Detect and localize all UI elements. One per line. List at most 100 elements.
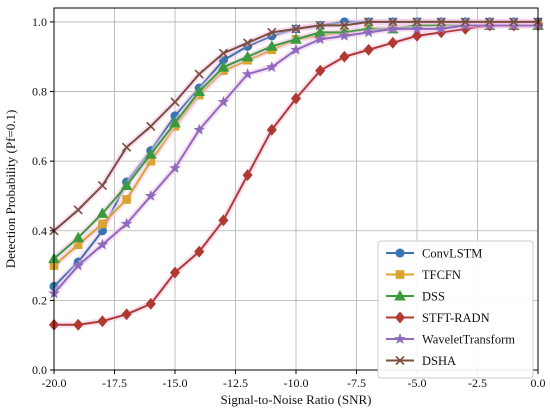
data-point-wavelettransform [169, 161, 181, 174]
y-axis-ticks: 0.0 0.2 0.4 0.6 0.8 1.0 [32, 15, 54, 377]
data-point-wavelettransform [217, 95, 230, 107]
data-point-dss [120, 179, 133, 190]
data-point-dsha [121, 142, 132, 152]
data-point-wavelettransform [386, 22, 399, 34]
legend-item-dsha: DSHA [386, 354, 456, 368]
data-point-stft-radn [266, 123, 277, 136]
legend-label: DSHA [422, 354, 456, 368]
data-point-dsha [315, 20, 325, 31]
x-tick-label: -5.0 [408, 376, 427, 390]
data-point-stft-radn [290, 92, 302, 105]
data-point-stft-radn [242, 169, 253, 182]
data-point-tfcfn [98, 219, 107, 229]
data-point-dsha [218, 48, 229, 58]
data-point-dss [266, 40, 278, 51]
data-point-stft-radn [194, 245, 205, 258]
data-point-dsha [267, 27, 277, 37]
legend-item-stft-radn: STFT-RADN [386, 311, 490, 325]
data-point-dsha [460, 17, 471, 27]
data-point-dsha [339, 20, 350, 31]
data-point-dsha [436, 17, 446, 27]
series-wavelettransform [48, 19, 544, 299]
data-point-stft-radn [169, 266, 181, 279]
data-point-wavelettransform [435, 22, 448, 34]
legend-marker [395, 248, 405, 258]
x-tick-label: -2.5 [468, 376, 487, 390]
data-point-wavelettransform [144, 189, 157, 201]
data-point-dss [241, 50, 254, 62]
data-point-stft-radn [339, 50, 350, 63]
x-tick-label: -15.0 [163, 376, 188, 390]
data-point-dsha [509, 17, 519, 27]
data-point-dss [193, 85, 205, 96]
data-point-dsha [242, 38, 253, 48]
data-point-stft-radn [411, 29, 423, 42]
data-point-dss [145, 148, 157, 159]
x-tick-label: -17.5 [102, 376, 127, 390]
legend-marker [394, 290, 406, 301]
data-point-dsha [170, 97, 180, 107]
data-point-stft-radn [97, 315, 108, 328]
data-point-dss [290, 33, 302, 44]
x-tick-label: 0.0 [531, 376, 546, 390]
legend-label: STFT-RADN [422, 311, 490, 325]
x-tick-label: -7.5 [347, 376, 366, 390]
legend-item-tfcfn: TFCFN [386, 268, 461, 282]
y-tick-label: 0.8 [32, 85, 47, 99]
legend-marker [394, 311, 406, 324]
data-point-dss [96, 207, 109, 218]
data-point-dss [217, 61, 230, 72]
y-tick-label: 0.4 [32, 224, 47, 238]
data-point-dsha [484, 17, 495, 27]
data-point-dsha [146, 121, 156, 131]
data-point-dsha [363, 17, 374, 27]
data-point-stft-radn [363, 43, 374, 56]
legend-marker [395, 270, 405, 279]
data-point-stft-radn [121, 308, 132, 321]
data-point-wavelettransform [120, 217, 133, 229]
legend: ConvLSTM TFCFN DSS STFT-RADN WaveletTransfor… [377, 240, 534, 379]
legend-box [377, 240, 534, 379]
x-tick-label: -10.0 [284, 376, 309, 390]
legend-label: TFCFN [422, 268, 461, 282]
data-point-stft-radn [387, 36, 398, 49]
data-point-wavelettransform [265, 61, 278, 73]
data-point-dsha [73, 205, 83, 215]
data-point-stft-radn [218, 214, 229, 227]
legend-label: ConvLSTM [422, 247, 482, 261]
data-point-dsha [412, 17, 422, 27]
data-point-wavelettransform [290, 43, 302, 55]
grid [53, 8, 539, 371]
y-tick-label: 1.0 [32, 15, 47, 29]
data-point-wavelettransform [96, 238, 109, 250]
data-point-wavelettransform [362, 26, 375, 38]
y-tick-label: 0.6 [32, 154, 47, 168]
legend-item-convlstm: ConvLSTM [386, 247, 482, 261]
y-axis-label: Detection Probability (Pf=0.1) [3, 110, 18, 269]
data-point-tfcfn [122, 195, 131, 204]
legend-label: WaveletTransform [422, 333, 515, 347]
data-point-stft-radn [145, 297, 156, 310]
data-point-wavelettransform [411, 22, 423, 34]
x-tick-label: -12.5 [223, 376, 248, 390]
y-tick-label: 0.0 [32, 363, 47, 377]
data-point-wavelettransform [338, 29, 351, 41]
data-point-stft-radn [315, 64, 326, 77]
legend-label: DSS [422, 290, 445, 304]
legend-marker [394, 332, 406, 344]
legend-marker [395, 355, 405, 366]
data-point-dss [169, 116, 181, 128]
data-point-dsha [97, 180, 108, 191]
legend-item-wavelettransform: WaveletTransform [386, 333, 515, 347]
data-point-wavelettransform [72, 259, 85, 271]
data-point-stft-radn [73, 318, 84, 331]
legend-item-dss: DSS [386, 290, 445, 304]
data-point-wavelettransform [193, 123, 206, 135]
series-dsha [49, 17, 543, 236]
y-tick-label: 0.2 [32, 293, 47, 307]
x-tick-label: -20.0 [42, 376, 67, 390]
data-point-dsha [291, 24, 301, 34]
data-point-dsha [194, 69, 204, 79]
